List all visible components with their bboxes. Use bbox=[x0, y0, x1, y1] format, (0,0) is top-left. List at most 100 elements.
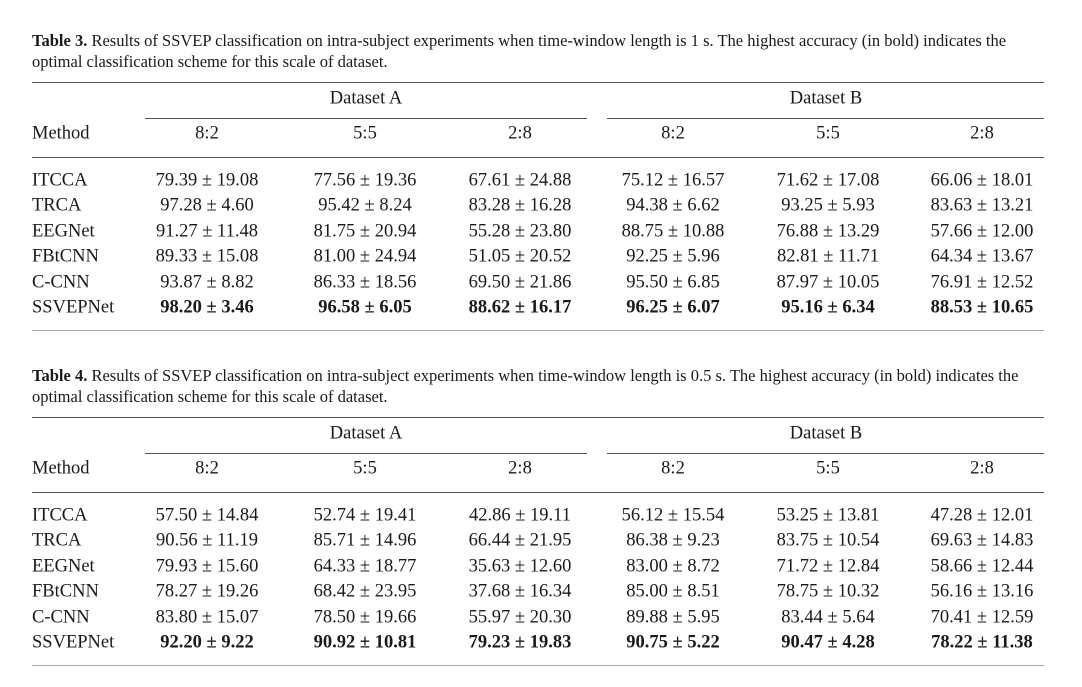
table-cell: 89.33 ± 15.08 bbox=[155, 246, 259, 267]
table-cell: 88.53 ± 10.65 bbox=[930, 297, 1034, 318]
table-label: Table 4. bbox=[32, 366, 88, 385]
split-header: 5:5 bbox=[353, 123, 377, 144]
table-cell: 78.50 ± 19.66 bbox=[313, 607, 417, 628]
table-cell: 68.42 ± 23.95 bbox=[313, 581, 417, 602]
table-cell: 70.41 ± 12.59 bbox=[930, 607, 1034, 628]
table-cell: 83.00 ± 8.72 bbox=[626, 556, 720, 577]
table-cell: 42.86 ± 19.11 bbox=[469, 505, 571, 526]
table-cell: 71.62 ± 17.08 bbox=[776, 170, 880, 191]
table-label: Table 3. bbox=[32, 31, 88, 50]
table-cell: 96.58 ± 6.05 bbox=[318, 297, 412, 318]
table-cell: 85.00 ± 8.51 bbox=[626, 581, 720, 602]
mid-rule bbox=[32, 157, 1044, 158]
table-cell: 79.93 ± 15.60 bbox=[155, 556, 259, 577]
group-rule bbox=[145, 453, 587, 454]
table-cell: 51.05 ± 20.52 bbox=[468, 246, 572, 267]
table-cell: 55.97 ± 20.30 bbox=[468, 607, 572, 628]
table-cell: 83.75 ± 10.54 bbox=[776, 530, 880, 551]
method-name: ITCCA bbox=[32, 170, 88, 191]
table-cell: 76.91 ± 12.52 bbox=[930, 272, 1034, 293]
table-cell: 53.25 ± 13.81 bbox=[776, 505, 880, 526]
table-cell: 75.12 ± 16.57 bbox=[621, 170, 725, 191]
group-header: Dataset B bbox=[789, 423, 863, 444]
table-cell: 56.12 ± 15.54 bbox=[621, 505, 725, 526]
table-cell: 94.38 ± 6.62 bbox=[626, 195, 720, 216]
table-cell: 92.20 ± 9.22 bbox=[160, 632, 254, 653]
table-cell: 57.66 ± 12.00 bbox=[930, 221, 1034, 242]
table-cell: 64.34 ± 13.67 bbox=[930, 246, 1034, 267]
split-header: 8:2 bbox=[195, 458, 219, 479]
table-cell: 81.00 ± 24.94 bbox=[313, 246, 417, 267]
split-header: 5:5 bbox=[353, 458, 377, 479]
table-cell: 78.27 ± 19.26 bbox=[155, 581, 259, 602]
table-cell: 90.56 ± 11.19 bbox=[156, 530, 258, 551]
table-cell: 55.28 ± 23.80 bbox=[468, 221, 572, 242]
split-header: 2:8 bbox=[508, 123, 532, 144]
table-cell: 91.27 ± 11.48 bbox=[156, 221, 258, 242]
group-header: Dataset B bbox=[789, 88, 863, 109]
table-cell: 83.28 ± 16.28 bbox=[468, 195, 572, 216]
table-cell: 37.68 ± 16.34 bbox=[468, 581, 572, 602]
table-cell: 85.71 ± 14.96 bbox=[313, 530, 417, 551]
split-header: 2:8 bbox=[508, 458, 532, 479]
table-cell: 66.06 ± 18.01 bbox=[930, 170, 1034, 191]
table-cell: 58.66 ± 12.44 bbox=[930, 556, 1034, 577]
table-cell: 69.63 ± 14.83 bbox=[930, 530, 1034, 551]
method-name: FBtCNN bbox=[32, 246, 99, 267]
bottom-rule bbox=[32, 330, 1044, 331]
table-cell: 35.63 ± 12.60 bbox=[468, 556, 572, 577]
table-cell: 89.88 ± 5.95 bbox=[626, 607, 720, 628]
table-cell: 56.16 ± 13.16 bbox=[930, 581, 1034, 602]
table-cell: 90.75 ± 5.22 bbox=[626, 632, 720, 653]
table-cell: 95.50 ± 6.85 bbox=[626, 272, 720, 293]
table-cell: 97.28 ± 4.60 bbox=[160, 195, 254, 216]
group-rule bbox=[145, 118, 587, 119]
table-cell: 95.42 ± 8.24 bbox=[318, 195, 412, 216]
method-name: TRCA bbox=[32, 195, 82, 216]
method-name: ITCCA bbox=[32, 505, 88, 526]
bottom-rule bbox=[32, 665, 1044, 666]
table-cell: 92.25 ± 5.96 bbox=[626, 246, 720, 267]
method-header: Method bbox=[32, 458, 90, 479]
table-cell: 88.75 ± 10.88 bbox=[621, 221, 725, 242]
table-cell: 96.25 ± 6.07 bbox=[626, 297, 720, 318]
caption-text: Results of SSVEP classification on intra… bbox=[32, 31, 1007, 71]
table-caption: Table 4. Results of SSVEP classification… bbox=[32, 365, 1044, 407]
table-cell: 78.22 ± 11.38 bbox=[931, 632, 1033, 653]
table-cell: 81.75 ± 20.94 bbox=[313, 221, 417, 242]
method-name: SSVEPNet bbox=[32, 632, 115, 653]
table-cell: 47.28 ± 12.01 bbox=[930, 505, 1034, 526]
table-cell: 66.44 ± 21.95 bbox=[468, 530, 572, 551]
method-name: TRCA bbox=[32, 530, 82, 551]
method-name: EEGNet bbox=[32, 221, 95, 242]
table-cell: 67.61 ± 24.88 bbox=[468, 170, 572, 191]
split-header: 5:5 bbox=[816, 123, 840, 144]
method-name: C-CNN bbox=[32, 272, 90, 293]
table-cell: 79.23 ± 19.83 bbox=[468, 632, 572, 653]
caption-text: Results of SSVEP classification on intra… bbox=[32, 366, 1019, 406]
method-name: SSVEPNet bbox=[32, 297, 115, 318]
table-cell: 93.87 ± 8.82 bbox=[160, 272, 254, 293]
table-cell: 95.16 ± 6.34 bbox=[781, 297, 875, 318]
table-cell: 77.56 ± 19.36 bbox=[313, 170, 417, 191]
table-cell: 78.75 ± 10.32 bbox=[776, 581, 880, 602]
top-rule bbox=[32, 417, 1044, 418]
table-caption: Table 3. Results of SSVEP classification… bbox=[32, 30, 1044, 72]
table-cell: 86.33 ± 18.56 bbox=[313, 272, 417, 293]
group-rule bbox=[607, 118, 1044, 119]
table-cell: 82.81 ± 11.71 bbox=[777, 246, 879, 267]
table-cell: 86.38 ± 9.23 bbox=[626, 530, 720, 551]
group-header: Dataset A bbox=[329, 88, 403, 109]
table-cell: 83.63 ± 13.21 bbox=[930, 195, 1034, 216]
method-name: EEGNet bbox=[32, 556, 95, 577]
table-cell: 71.72 ± 12.84 bbox=[776, 556, 880, 577]
method-name: FBtCNN bbox=[32, 581, 99, 602]
group-rule bbox=[607, 453, 1044, 454]
split-header: 2:8 bbox=[970, 458, 994, 479]
group-header: Dataset A bbox=[329, 423, 403, 444]
table-cell: 83.44 ± 5.64 bbox=[781, 607, 875, 628]
table-cell: 76.88 ± 13.29 bbox=[776, 221, 880, 242]
table-cell: 93.25 ± 5.93 bbox=[781, 195, 875, 216]
method-name: C-CNN bbox=[32, 607, 90, 628]
table-cell: 64.33 ± 18.77 bbox=[313, 556, 417, 577]
